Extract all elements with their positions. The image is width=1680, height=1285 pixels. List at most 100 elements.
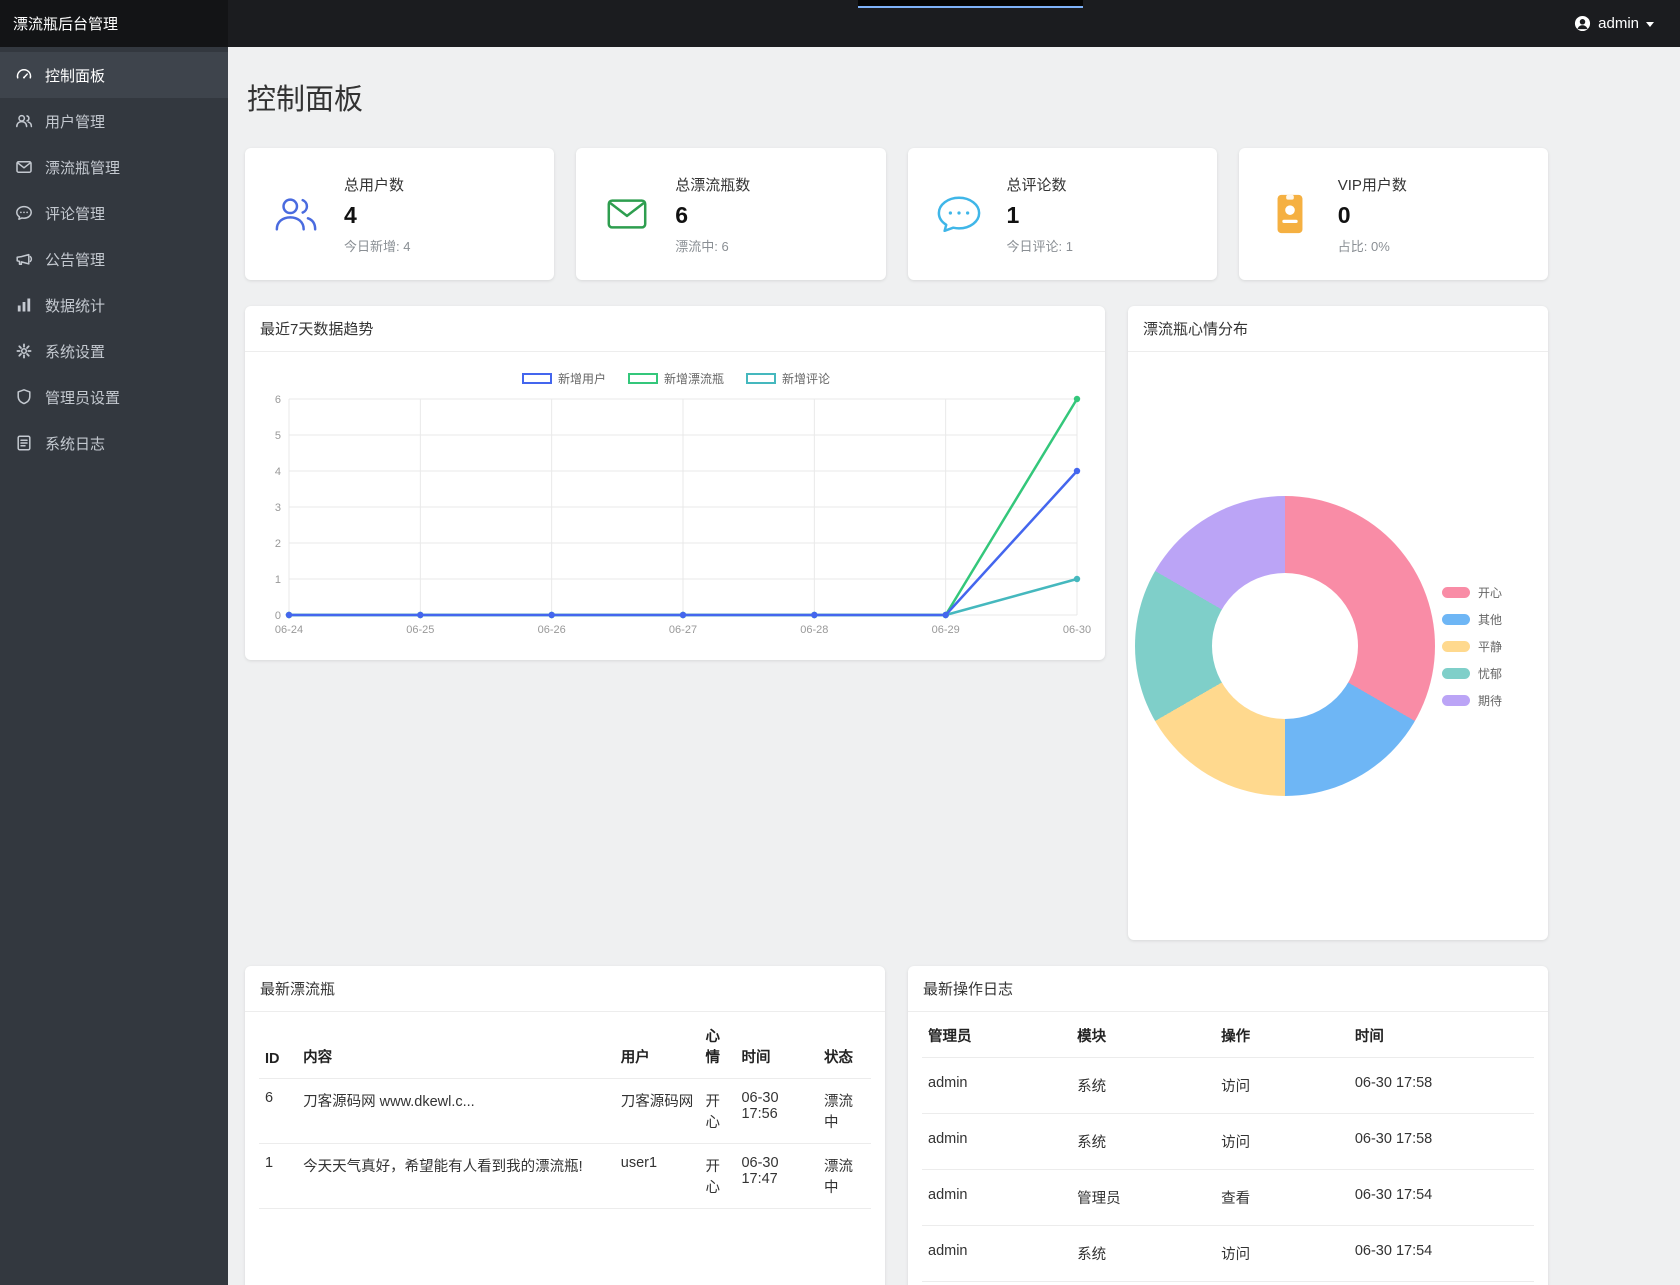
users-icon xyxy=(273,191,319,237)
stats-row: 总用户数 4 今日新增: 4 总漂流瓶数 6 漂流中: 6 xyxy=(245,148,1548,280)
stat-card-vip-users: VIP用户数 0 占比: 0% xyxy=(1238,148,1548,280)
sidebar-item-label: 系统设置 xyxy=(45,343,106,361)
stat-card-total-comments: 总评论数 1 今日评论: 1 xyxy=(907,148,1217,280)
table-cell: 管理员 xyxy=(1071,1169,1216,1226)
table-cell: admin xyxy=(922,1113,1072,1170)
vip-card-icon xyxy=(1267,191,1313,237)
svg-text:4: 4 xyxy=(275,466,281,478)
column-header: 时间 xyxy=(1348,1014,1534,1058)
trend-card: 最近7天数据趋势 新增用户 新增漂流瓶 新增评论 0 xyxy=(245,306,1105,660)
log-icon xyxy=(15,434,33,452)
legend-item-happy[interactable]: 开心 xyxy=(1442,584,1524,601)
mood-donut-chart xyxy=(1135,496,1435,796)
table-cell: 刀客源码网 www.dkewl.c... xyxy=(297,1078,615,1144)
table-cell: 查看 xyxy=(1215,1169,1349,1226)
stat-value: 6 xyxy=(675,201,689,228)
legend-swatch xyxy=(521,373,552,384)
stat-sub: 今日新增: 4 xyxy=(344,238,411,254)
charts-row: 最近7天数据趋势 新增用户 新增漂流瓶 新增评论 0 xyxy=(245,306,1548,940)
svg-text:1: 1 xyxy=(275,574,281,586)
legend-swatch xyxy=(1442,694,1470,706)
legend-item-melancholy[interactable]: 忧郁 xyxy=(1442,665,1524,682)
table-cell: admin xyxy=(922,1225,1072,1282)
stat-value: 1 xyxy=(1006,201,1020,228)
legend-item-calm[interactable]: 平静 xyxy=(1442,638,1524,655)
svg-text:0: 0 xyxy=(275,610,281,622)
column-header: 模块 xyxy=(1071,1014,1216,1058)
table-cell: 访问 xyxy=(1215,1113,1349,1170)
svg-text:6: 6 xyxy=(275,394,281,406)
legend-item-other[interactable]: 其他 xyxy=(1442,611,1524,628)
legend-swatch xyxy=(1442,586,1470,598)
sidebar-item-statistics[interactable]: 数据统计 xyxy=(0,282,228,328)
sidebar-item-announcements[interactable]: 公告管理 xyxy=(0,236,228,282)
latest-bottles-card: 最新漂流瓶 ID 内容 用户 心情 时间 状态 xyxy=(245,966,885,1285)
table-cell: 系统 xyxy=(1071,1225,1216,1282)
sidebar-item-admins[interactable]: 管理员设置 xyxy=(0,374,228,420)
bar-chart-icon xyxy=(15,296,33,314)
legend-swatch xyxy=(1442,613,1470,625)
svg-text:5: 5 xyxy=(275,430,281,442)
latest-logs-card: 最新操作日志 管理员 模块 操作 时间 xyxy=(908,966,1548,1285)
user-menu[interactable]: admin xyxy=(1574,15,1654,32)
column-header: 用户 xyxy=(614,1014,700,1079)
shield-icon xyxy=(15,388,33,406)
legend-item-new-users[interactable]: 新增用户 xyxy=(521,370,606,387)
table-row: admin 系统 访问 06-30 17:54 xyxy=(922,1225,1534,1282)
legend-item-new-comments[interactable]: 新增评论 xyxy=(746,370,830,387)
legend-item-expect[interactable]: 期待 xyxy=(1442,692,1524,709)
column-header: 操作 xyxy=(1215,1014,1349,1058)
stat-sub: 今日评论: 1 xyxy=(1006,238,1073,254)
legend-swatch xyxy=(746,373,776,384)
table-header-row: 管理员 模块 操作 时间 xyxy=(922,1014,1534,1058)
mood-legend: 开心 其他 平静 忧郁 xyxy=(1442,584,1524,709)
stat-sub: 漂流中: 6 xyxy=(675,238,729,254)
table-row: 1 今天天气真好，希望能有人看到我的漂流瓶! user1 开心 06-30 17… xyxy=(259,1143,871,1209)
table-cell: 系统 xyxy=(1071,1057,1216,1114)
column-header: 时间 xyxy=(735,1014,819,1079)
table-cell: admin xyxy=(922,1169,1072,1226)
card-title: 最新漂流瓶 xyxy=(245,966,885,1012)
table-cell: 1 xyxy=(259,1143,298,1209)
card-title: 漂流瓶心情分布 xyxy=(1128,306,1548,352)
sidebar-item-bottles[interactable]: 漂流瓶管理 xyxy=(0,144,228,190)
svg-text:06-26: 06-26 xyxy=(538,624,566,636)
sidebar-item-label: 评论管理 xyxy=(45,205,106,223)
sidebar-item-label: 数据统计 xyxy=(45,297,106,315)
users-icon xyxy=(15,112,33,130)
table-cell: 今天天气真好，希望能有人看到我的漂流瓶! xyxy=(297,1143,615,1209)
dashboard-icon xyxy=(15,66,33,84)
legend-item-new-bottles[interactable]: 新增漂流瓶 xyxy=(627,370,724,387)
legend-label: 开心 xyxy=(1478,585,1503,600)
table-cell: 漂流中 xyxy=(818,1078,871,1144)
sidebar-item-label: 用户管理 xyxy=(45,113,106,131)
legend-label: 新增评论 xyxy=(782,372,831,386)
svg-text:06-29: 06-29 xyxy=(932,624,960,636)
card-title: 最近7天数据趋势 xyxy=(245,306,1105,352)
legend-label: 忧郁 xyxy=(1478,666,1503,681)
table-cell: 访问 xyxy=(1215,1057,1349,1114)
sidebar-item-settings[interactable]: 系统设置 xyxy=(0,328,228,374)
legend-swatch xyxy=(627,373,658,384)
column-header: ID xyxy=(259,1014,298,1079)
card-title: 最新操作日志 xyxy=(908,966,1548,1012)
comment-icon xyxy=(15,204,33,222)
user-icon xyxy=(1574,15,1591,32)
table-cell: 06-30 17:54 xyxy=(1348,1169,1534,1226)
stat-label: 总漂流瓶数 xyxy=(675,176,751,194)
legend-label: 其他 xyxy=(1478,612,1503,627)
svg-text:06-30: 06-30 xyxy=(1063,624,1091,636)
sidebar-item-comments[interactable]: 评论管理 xyxy=(0,190,228,236)
table-cell: 开心 xyxy=(699,1078,736,1144)
table-cell: 06-30 17:54 xyxy=(1348,1225,1534,1282)
table-cell: user1 xyxy=(614,1143,700,1209)
caret-down-icon xyxy=(1646,22,1654,27)
page-title: 控制面板 xyxy=(247,84,364,116)
sidebar-item-dashboard[interactable]: 控制面板 xyxy=(0,52,228,98)
stat-value: 0 xyxy=(1337,201,1351,228)
sidebar-item-logs[interactable]: 系统日志 xyxy=(0,420,228,466)
table-row: admin 系统 访问 06-30 17:58 xyxy=(922,1113,1534,1170)
sidebar-item-label: 系统日志 xyxy=(45,435,106,453)
stat-label: 总评论数 xyxy=(1006,176,1067,194)
sidebar-item-users[interactable]: 用户管理 xyxy=(0,98,228,144)
